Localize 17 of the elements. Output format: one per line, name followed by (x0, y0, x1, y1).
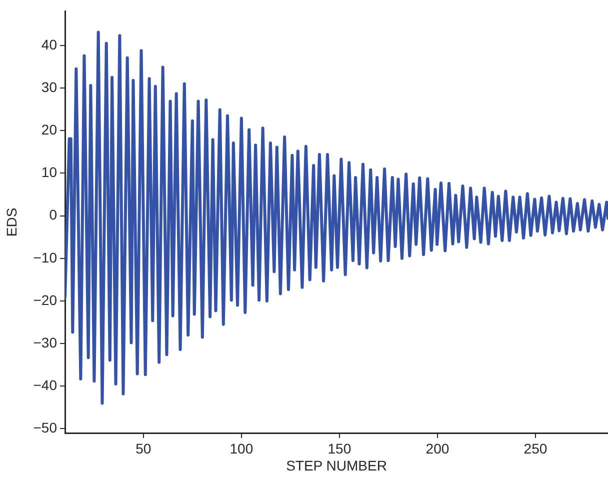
x-tick-label: 100 (230, 440, 254, 456)
x-tick-label: 250 (524, 440, 548, 456)
y-axis-title: EDS (3, 208, 20, 237)
y-tick-label: 40 (41, 36, 58, 52)
y-tick-label: 0 (49, 206, 58, 223)
x-tick-label: 200 (426, 440, 450, 456)
y-tick-label: −30 (33, 334, 58, 350)
y-tick-label: −10 (33, 249, 58, 266)
x-axis-title: STEP NUMBER (286, 457, 387, 474)
y-tick-label: −50 (33, 420, 58, 436)
x-tick-label: 150 (328, 440, 352, 456)
y-tick-label: 30 (41, 78, 58, 95)
y-tick-label: −20 (33, 292, 58, 308)
y-tick-label: 10 (41, 164, 58, 180)
x-tick-label: 50 (136, 440, 152, 456)
y-tick-label: −40 (33, 377, 58, 394)
y-tick-label: 20 (41, 122, 58, 138)
